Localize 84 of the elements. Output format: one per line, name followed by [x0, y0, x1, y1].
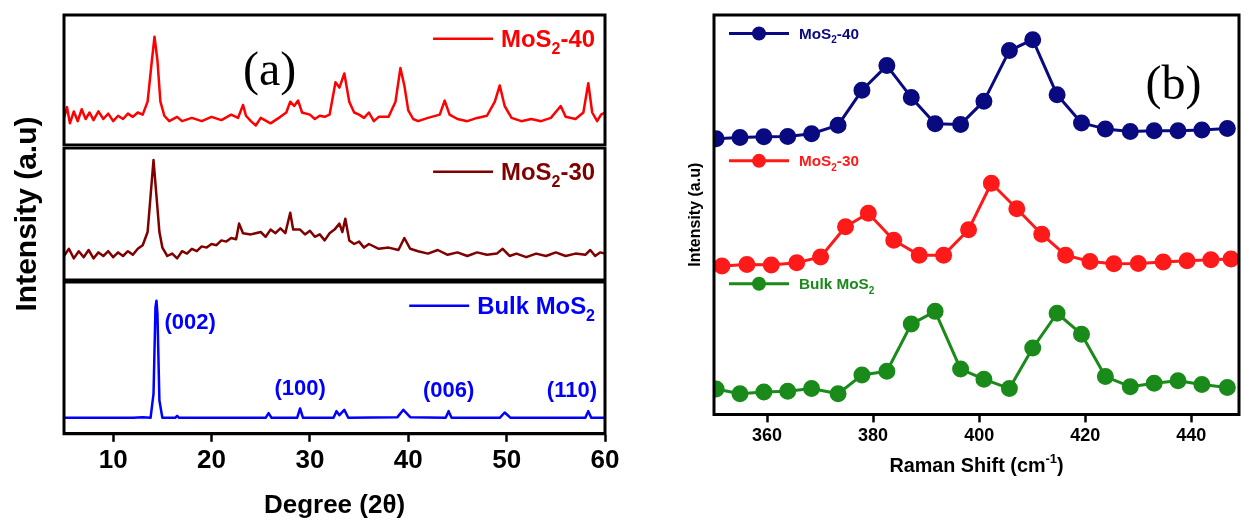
x-tick-label: 30 [295, 443, 325, 474]
point [952, 360, 970, 378]
point [829, 385, 847, 403]
y-axis-title: Intensity (a.u) [8, 115, 43, 313]
x-tick-label: 380 [858, 425, 889, 446]
point [1121, 378, 1139, 396]
x-tick-label: 50 [492, 443, 522, 474]
point [982, 174, 1000, 192]
annotation: (006) [422, 377, 475, 403]
point [926, 302, 944, 320]
point [960, 221, 978, 239]
x-tick-label: 400 [964, 425, 995, 446]
point [1169, 372, 1187, 390]
point [829, 116, 847, 134]
point [853, 81, 871, 99]
point [935, 246, 953, 264]
point [762, 256, 780, 274]
point [1178, 252, 1196, 270]
x-tick-label: 20 [197, 443, 227, 474]
point [1000, 42, 1018, 60]
annotation: (110) [546, 377, 598, 403]
point [837, 218, 855, 236]
annotation: (b) [1145, 55, 1202, 110]
point [1193, 121, 1211, 139]
point [952, 115, 970, 133]
x-tick-label: 420 [1070, 425, 1101, 446]
point [1129, 254, 1147, 272]
point [1218, 378, 1236, 396]
point [885, 231, 903, 249]
point [779, 127, 797, 145]
point [853, 366, 871, 384]
y-axis-title: Intensity (a.u) [686, 162, 703, 267]
point [1145, 374, 1163, 392]
point [714, 257, 731, 275]
annotation: (a) [242, 42, 297, 97]
point [878, 362, 896, 380]
point [779, 382, 797, 400]
annotation: (100) [274, 374, 326, 400]
point [926, 115, 944, 133]
point [1096, 120, 1114, 138]
point [1169, 122, 1187, 140]
point [1024, 31, 1042, 49]
point [1008, 200, 1026, 218]
point [1073, 325, 1090, 343]
point [859, 204, 877, 222]
x-axis-title: Degree (2θ) [263, 489, 406, 519]
point [812, 248, 830, 266]
point [755, 383, 773, 401]
point [902, 315, 920, 333]
point [1057, 246, 1075, 264]
point [803, 380, 821, 398]
point [1000, 380, 1018, 398]
point [731, 129, 749, 147]
point [1154, 253, 1172, 271]
point [1048, 304, 1066, 322]
x-tick-label: 360 [752, 425, 783, 446]
point [902, 88, 920, 106]
point [755, 128, 773, 146]
point [1202, 251, 1220, 269]
point [1024, 339, 1042, 357]
point [1218, 120, 1236, 138]
point [738, 256, 756, 274]
point [1145, 122, 1163, 140]
point [1081, 253, 1099, 271]
x-tick-label: 40 [393, 443, 423, 474]
point [1073, 114, 1090, 132]
point [1033, 225, 1051, 243]
point [1105, 255, 1123, 273]
point [878, 57, 896, 75]
point [1121, 123, 1139, 141]
point [788, 254, 806, 272]
point [1222, 250, 1239, 268]
point [803, 125, 821, 143]
point [975, 92, 993, 110]
point [1193, 375, 1211, 393]
x-tick-label: 10 [98, 443, 128, 474]
point [1048, 86, 1066, 104]
point [1096, 368, 1114, 386]
x-tick-label: 440 [1176, 425, 1207, 446]
point [731, 385, 749, 403]
point [975, 370, 993, 388]
x-tick-label: 60 [590, 443, 620, 474]
annotation: (002) [164, 308, 216, 334]
point [910, 246, 928, 264]
